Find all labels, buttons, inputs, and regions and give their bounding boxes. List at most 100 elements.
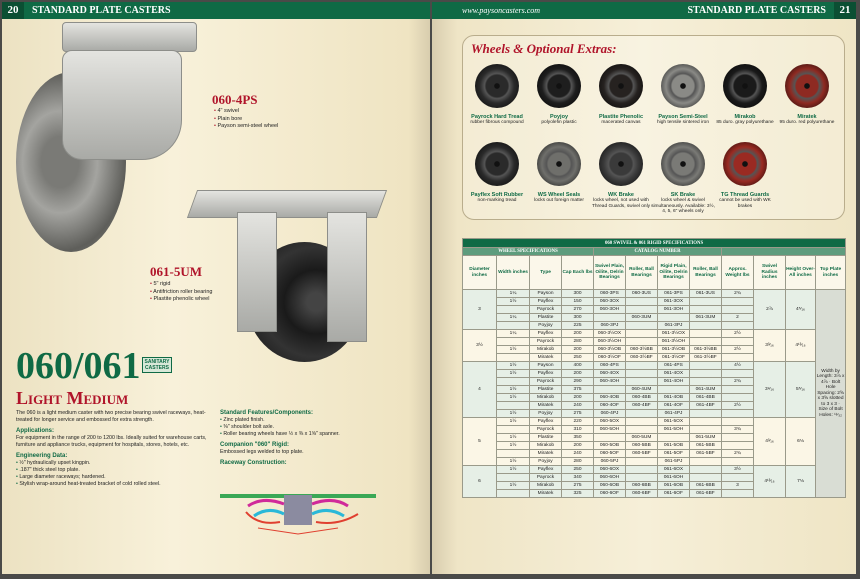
cell: 061-3OH [657,305,690,314]
cell: 061-4OH [657,377,690,386]
cell [625,369,658,378]
cell [625,473,658,482]
cell: 275 [561,409,594,418]
wheel-image [785,64,829,108]
wheel-image [475,64,519,108]
cell [721,473,754,482]
cell [625,329,658,338]
cell: 225 [561,321,594,330]
wheel-description: polyolefin plastic [541,120,577,125]
cell: 060-3OX [593,297,626,306]
wheels-panel: Wheels & Optional Extras: Payrock Hard T… [462,35,845,220]
cell [496,425,530,434]
swivel-radius-cell: 4¹³⁄₁₆ [753,465,786,498]
table-row: Payrock 290 060-4OH 061-4OH 2¾ [463,377,846,386]
wheel-name: Mirakob [734,114,756,120]
wheel-description: non-marking tread [477,198,517,203]
cell: 1¼ [496,289,530,298]
raceway-diagram [220,494,376,535]
wheel-option: Payson Semi-Steel high tensile sintered i… [651,64,715,126]
website-url[interactable]: www.paysoncasters.com [462,6,541,15]
diameter-cell: 5 [462,417,497,466]
cell: Poyjoy [529,457,562,466]
cell: 060-4BB [625,393,658,402]
cell [689,473,722,482]
cell: 200 [561,369,594,378]
swivel-radius-cell: 3⁹⁄₁₆ [753,361,786,418]
wheel-image [723,142,767,186]
cell: Payrock [529,425,562,434]
cell: 060-6OF [593,489,626,498]
cell: 220 [561,417,594,426]
cell: 280 [561,457,594,466]
cell [721,457,754,466]
cell: 1½ [496,345,530,354]
raceway-heading: Raceway Construction: [220,460,287,466]
cell [496,489,530,498]
cell: 060-4OX [593,369,626,378]
column-header: Width inches [496,255,530,290]
cell: 150 [561,297,594,306]
cell [721,385,754,394]
cell: Payflex [529,465,562,474]
cell [721,417,754,426]
cell: 060-4BF [625,401,658,410]
cell: Mirakob [529,441,562,450]
wheel-image [599,64,643,108]
cell: 4½ [721,361,754,370]
cell: 060-5OF [593,449,626,458]
cell [496,321,530,330]
cell: 340 [561,473,594,482]
cell [593,433,626,442]
cell [689,417,722,426]
swivel-radius-cell: 2⅞ [753,289,786,330]
cell: 061-3½OH [657,337,690,346]
height-cell: 5⁵⁄₁₆ [785,361,816,418]
wheel-option: Payrock Hard Tread rubber fibrous compoun… [465,64,529,126]
cell: 061-5OF [657,449,690,458]
cell: 1½ [496,433,530,442]
diameter-cell: 3 [462,289,497,330]
cell: Miratek [529,489,562,498]
cell [721,369,754,378]
bullet: Plastite phenolic wheel [150,296,212,304]
height-cell: 4⁵⁄₁₆ [785,289,816,330]
feature-item: Zinc plated finish. [220,417,420,424]
cell: 061-3½OF [657,353,690,362]
table-row: 3½ 1¼ Payflex 200 060-3½OX 061-3½OX 2½ 3³⁄₁₆ 4¹³… [462,329,846,362]
cell: 061-5UM [689,433,722,442]
table-title-row: 060 SWIVEL & 061 RIGID SPECIFICATIONS [461,238,847,248]
wheel-name: Payflex Soft Rubber [470,192,524,198]
cell: Miratek [529,401,562,410]
diameter-cell: 3½ [462,329,497,362]
cell [657,313,690,322]
cell: 280 [561,337,594,346]
table-row: 5 1½ Payflex 220 060-5OX 061-5OX 4³⁄₁₆ 6⅛ [462,417,846,466]
cell: 060-5OH [593,425,626,434]
cell: 061-4PS [657,361,690,370]
cell: 060-3½OX [593,329,626,338]
cell: 200 [561,345,594,354]
cell: 300 [561,313,594,322]
cell [625,305,658,314]
cell: 2 [721,313,754,322]
wheel-description: 95 duro. red polyurethane [779,120,835,125]
cell: 200 [561,393,594,402]
top-plate [62,22,197,52]
cell: 200 [561,441,594,450]
cell: 061-6OX [657,465,690,474]
column-header-row: Diameter inches Width inches Type Cap Each … [462,255,847,290]
model-code-061-5um: 061-5UM [150,264,202,279]
cell: 060-5OB [593,441,626,450]
cell: 060-4OH [593,377,626,386]
wheel-image [661,142,705,186]
cell [625,417,658,426]
cell: 061-6OB [657,481,690,490]
engineering-item: Stylish wrap-around heat-treated bracket… [16,481,216,488]
wheel-name: WK Brake [608,192,634,198]
cell: 2¾ [721,449,754,458]
page-header: STANDARD PLATE CASTERS [24,2,430,19]
wheel-name: Payrock Hard Tread [471,114,523,120]
cell: 275 [561,481,594,490]
cell: 200 [561,329,594,338]
